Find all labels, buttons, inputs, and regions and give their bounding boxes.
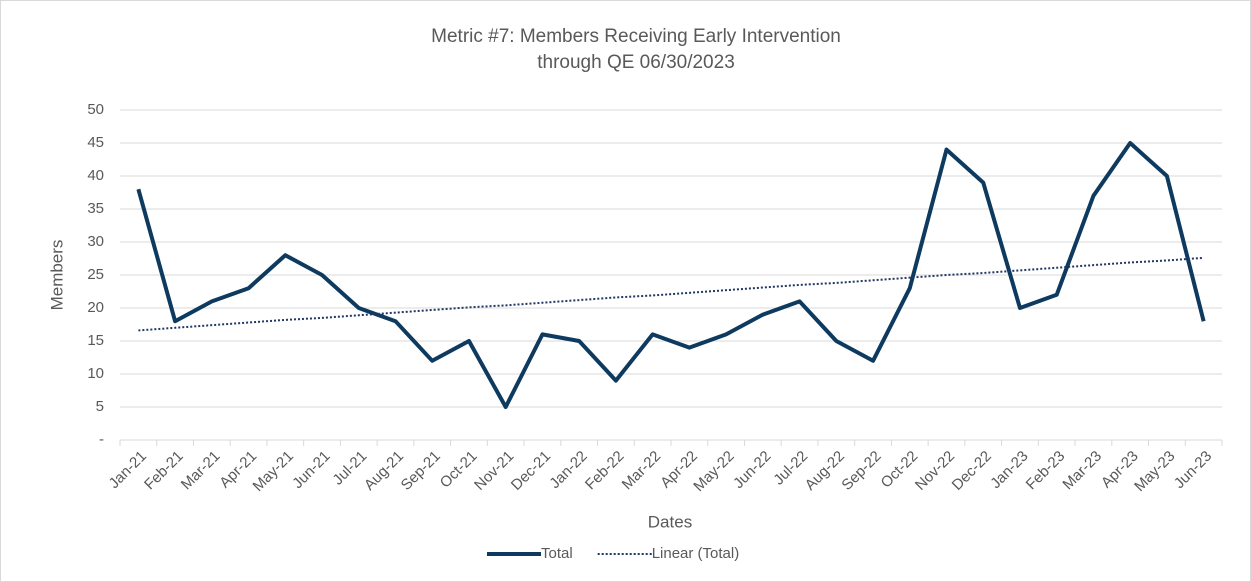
chart-title: Metric #7: Members Receiving Early Inter… [431, 26, 841, 47]
trend-line [138, 256, 1204, 332]
y-tick-label: 5 [96, 398, 104, 415]
y-tick-label: 45 [87, 134, 104, 151]
legend-label: Linear (Total) [652, 545, 740, 562]
legend-label: Total [541, 545, 573, 562]
y-tick-label: 30 [87, 233, 104, 250]
y-axis-title: Members [47, 240, 66, 311]
y-tick-label: 40 [87, 167, 104, 184]
line [136, 141, 1206, 409]
y-tick-label: 35 [87, 200, 104, 217]
y-tick-label: 50 [87, 101, 104, 118]
y-tick-label: 20 [87, 299, 104, 316]
x-axis-title: Dates [648, 512, 692, 531]
y-tick-label: 15 [87, 332, 104, 349]
chart-title: through QE 06/30/2023 [537, 52, 735, 73]
y-tick-label: - [99, 431, 104, 448]
y-tick-label: 10 [87, 365, 104, 382]
y-tick-label: 25 [87, 266, 104, 283]
